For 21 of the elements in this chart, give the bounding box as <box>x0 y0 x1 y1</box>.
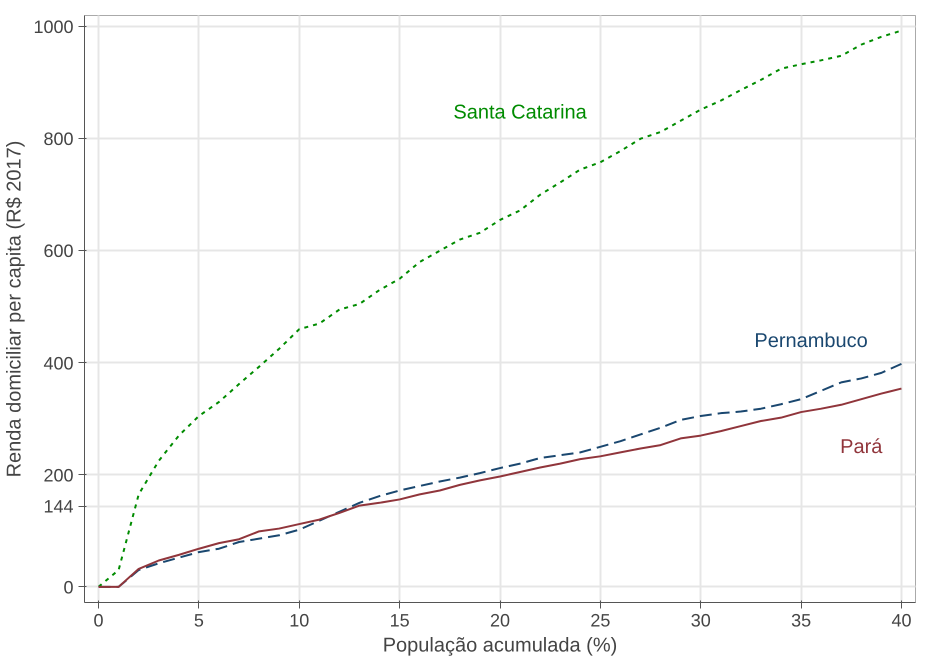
y-tick-label: 400 <box>43 353 74 374</box>
x-tick-label: 15 <box>390 610 410 630</box>
y-tick-label: 144 <box>43 496 74 517</box>
y-axis-title: Renda domiciliar per capita (R$ 2017) <box>3 140 26 478</box>
x-axis-title: População acumulada (%) <box>382 634 618 656</box>
x-tick-label: 5 <box>194 610 204 630</box>
y-tick-label: 1000 <box>33 17 74 38</box>
y-tick-label: 200 <box>43 465 74 486</box>
x-tick-label: 0 <box>94 610 104 630</box>
y-tick-label: 800 <box>43 129 74 150</box>
series-label: Pará <box>840 436 884 458</box>
x-tick-label: 10 <box>289 610 310 630</box>
x-tick-label: 40 <box>891 610 912 630</box>
x-tick-label: 30 <box>690 610 711 630</box>
y-tick-label: 0 <box>63 577 74 598</box>
y-tick-label: 600 <box>43 241 74 262</box>
x-tick-label: 35 <box>791 610 812 630</box>
series-label: Pernambuco <box>754 330 868 352</box>
text: Santa Catarina <box>453 101 588 124</box>
x-tick-label: 25 <box>590 610 610 630</box>
x-tick-label: 20 <box>490 610 510 630</box>
